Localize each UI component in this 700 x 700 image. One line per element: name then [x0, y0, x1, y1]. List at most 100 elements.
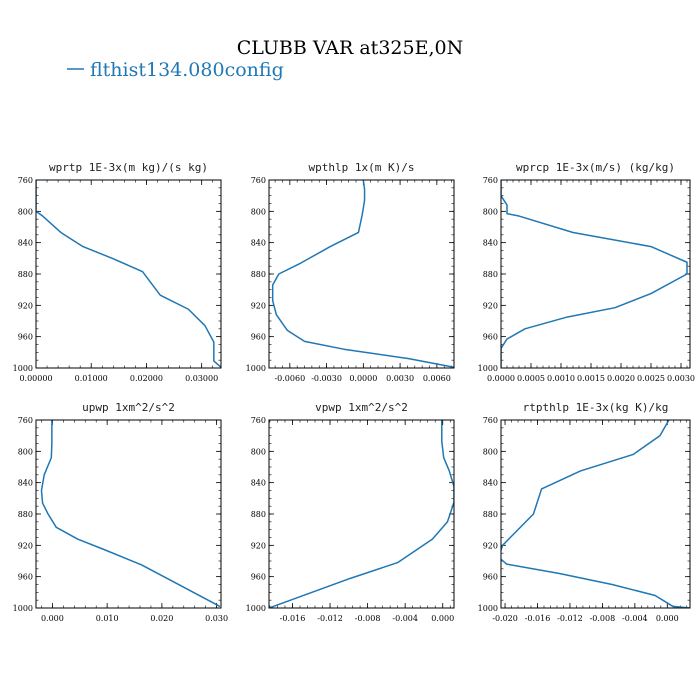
profile-line — [501, 420, 690, 608]
profile-line — [271, 180, 454, 368]
y-tick-label: 880 — [251, 270, 266, 279]
y-tick-label: 1000 — [246, 364, 266, 373]
axes-frame — [268, 419, 455, 609]
y-tick-label: 800 — [18, 207, 33, 216]
y-tick-label: 840 — [18, 479, 33, 488]
y-tick-label: 880 — [18, 510, 33, 519]
y-tick-label: 960 — [251, 573, 266, 582]
y-tick-label: 880 — [483, 510, 498, 519]
y-tick-label: 960 — [251, 333, 266, 342]
y-tick-label: 760 — [483, 176, 498, 185]
y-tick-label: 840 — [483, 239, 498, 248]
y-tick-label: 800 — [251, 207, 266, 216]
figure-title: CLUBB VAR at325E,0N — [237, 37, 463, 59]
y-tick-label: 880 — [18, 270, 33, 279]
axes-frame — [500, 179, 691, 369]
x-tick-label: -0.008 — [355, 614, 381, 623]
x-tick-label: -0.008 — [590, 614, 616, 623]
axes-frame — [500, 419, 691, 609]
y-tick-label: 880 — [483, 270, 498, 279]
x-tick-label: -0.020 — [492, 614, 518, 623]
y-tick-label: 1000 — [246, 604, 266, 613]
y-tick-label: 840 — [18, 239, 33, 248]
x-tick-label: 0.0000 — [349, 374, 377, 383]
panels: wprtp 1E-3x(m kg)/(s kg) 0.00000 0.01000 0.… — [13, 161, 695, 623]
x-tick-label: -0.016 — [280, 614, 306, 623]
y-tick-label: 920 — [483, 541, 498, 550]
y-tick-label: 760 — [251, 176, 266, 185]
x-tick-label: 0.01000 — [75, 374, 108, 383]
y-tick-label: 880 — [251, 510, 266, 519]
y-tick-label: 760 — [483, 416, 498, 425]
profile-line — [501, 180, 688, 368]
y-tick-label: 960 — [483, 573, 498, 582]
panel-title: vpwp 1xm^2/s^2 — [315, 401, 408, 414]
x-tick-label: -0.004 — [392, 614, 418, 623]
x-tick-label: -0.012 — [317, 614, 343, 623]
axes-frame — [35, 179, 222, 369]
x-tick-label: 0.030 — [205, 614, 228, 623]
x-tick-label: -0.016 — [525, 614, 551, 623]
x-tick-label: -0.0060 — [274, 374, 305, 383]
x-tick-label: 0.03000 — [185, 374, 218, 383]
x-tick-label: 0.000 — [656, 614, 679, 623]
panel-5: vpwp 1xm^2/s^2 -0.016 -0.012 -0.008 -0.004 0.… — [246, 401, 455, 623]
y-tick-label: 1000 — [478, 604, 498, 613]
x-tick-label: 0.0030 — [386, 374, 414, 383]
x-tick-label: 0.000 — [431, 614, 454, 623]
y-tick-label: 960 — [18, 573, 33, 582]
axes-frame — [268, 179, 455, 369]
profile-line — [36, 180, 221, 368]
panel-title: upwp 1xm^2/s^2 — [82, 401, 175, 414]
panel-title: wpthlp 1x(m K)/s — [309, 161, 415, 174]
y-tick-label: 1000 — [478, 364, 498, 373]
y-tick-label: 760 — [18, 416, 33, 425]
y-tick-label: 920 — [18, 541, 33, 550]
y-tick-label: 840 — [483, 479, 498, 488]
x-tick-label: 0.0025 — [637, 374, 665, 383]
x-tick-label: 0.0010 — [547, 374, 575, 383]
x-tick-label: 0.0000 — [487, 374, 515, 383]
y-tick-label: 920 — [251, 541, 266, 550]
x-tick-label: 0.0030 — [667, 374, 695, 383]
panel-title: wprcp 1E-3x(m/s) (kg/kg) — [516, 161, 675, 174]
y-tick-label: 800 — [483, 207, 498, 216]
panel-title: wprtp 1E-3x(m kg)/(s kg) — [49, 161, 208, 174]
y-tick-label: 840 — [251, 239, 266, 248]
y-tick-label: 760 — [251, 416, 266, 425]
y-tick-label: 960 — [483, 333, 498, 342]
y-tick-label: 1000 — [13, 364, 33, 373]
y-tick-label: 840 — [251, 479, 266, 488]
y-tick-label: 920 — [251, 301, 266, 310]
x-tick-label: 0.0015 — [577, 374, 605, 383]
x-tick-label: 0.0020 — [607, 374, 635, 383]
x-tick-label: 0.0060 — [423, 374, 451, 383]
x-tick-label: -0.0030 — [311, 374, 342, 383]
x-tick-label: 0.00000 — [19, 374, 52, 383]
panel-title: rtpthlp 1E-3x(kg K)/kg — [523, 401, 669, 414]
y-tick-label: 800 — [483, 447, 498, 456]
y-tick-label: 920 — [483, 301, 498, 310]
y-tick-label: 760 — [18, 176, 33, 185]
x-tick-label: 0.010 — [96, 614, 119, 623]
x-tick-label: -0.004 — [622, 614, 648, 623]
panel-4: upwp 1xm^2/s^2 0.000 0.010 0.020 0.030 760 800… — [13, 401, 228, 623]
y-tick-label: 800 — [251, 447, 266, 456]
profile-line — [40, 420, 221, 608]
panel-1: wprtp 1E-3x(m kg)/(s kg) 0.00000 0.01000 0.… — [13, 161, 222, 383]
legend-label: flthist134.080config — [90, 59, 284, 81]
axes-frame — [35, 419, 222, 609]
panel-2: wpthlp 1x(m K)/s -0.0060 -0.0030 0.0000 0.00… — [246, 161, 455, 383]
y-tick-label: 800 — [18, 447, 33, 456]
y-tick-label: 960 — [18, 333, 33, 342]
panel-6: rtpthlp 1E-3x(kg K)/kg -0.020 -0.016 -0.012… — [478, 401, 691, 623]
x-tick-label: 0.02000 — [130, 374, 163, 383]
x-tick-label: 0.0005 — [517, 374, 545, 383]
y-tick-label: 1000 — [13, 604, 33, 613]
x-tick-label: 0.020 — [150, 614, 173, 623]
x-tick-label: -0.012 — [557, 614, 583, 623]
panel-3: wprcp 1E-3x(m/s) (kg/kg)0.0000 0.0005 0.00… — [478, 161, 695, 383]
profile-line — [269, 420, 454, 608]
y-tick-label: 920 — [18, 301, 33, 310]
